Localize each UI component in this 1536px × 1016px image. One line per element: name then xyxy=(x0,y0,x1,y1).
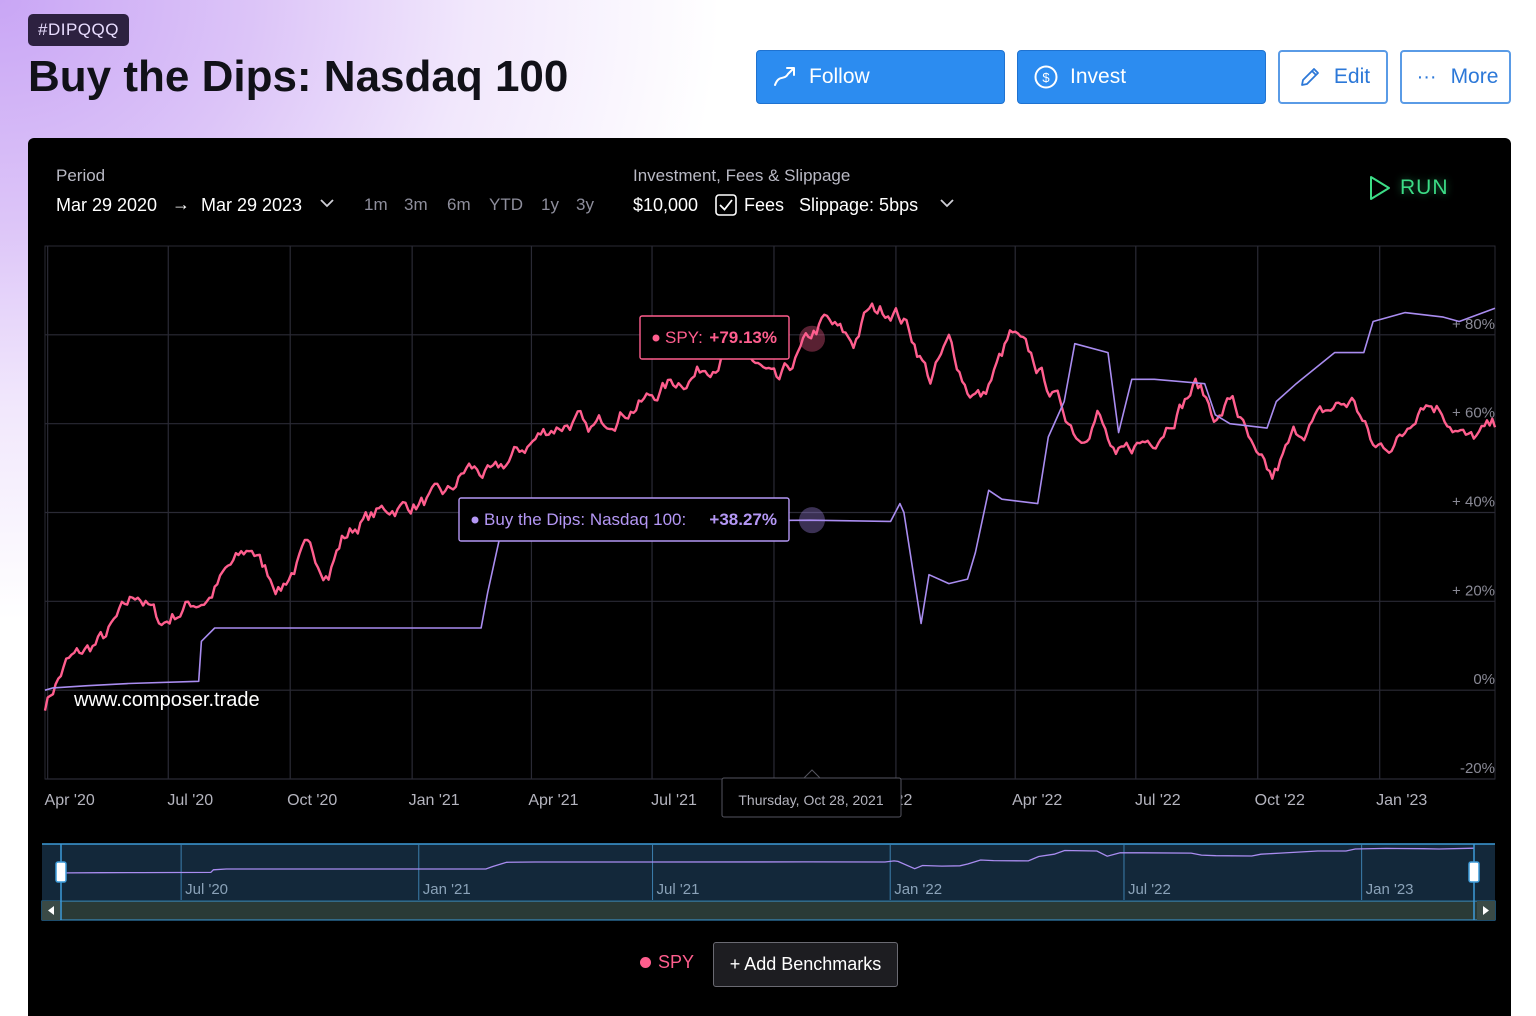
symbol-tag: #DIPQQQ xyxy=(28,14,129,46)
play-icon xyxy=(1368,174,1392,202)
invest-button[interactable]: $ Invest xyxy=(1017,50,1266,104)
edit-label: Edit xyxy=(1333,65,1371,88)
follow-button[interactable]: Follow xyxy=(756,50,1005,104)
range-ytd[interactable]: YTD xyxy=(489,195,523,214)
end-date-picker[interactable]: Mar 29 2023 xyxy=(201,195,303,215)
spy-dot-icon xyxy=(640,957,651,968)
range-6m[interactable]: 6m xyxy=(447,195,471,214)
period-chevron-down-icon[interactable] xyxy=(319,193,335,218)
slippage-select[interactable]: Slippage: 5bps xyxy=(799,195,919,215)
backtest-panel xyxy=(28,138,1511,1016)
range-1m[interactable]: 1m xyxy=(364,195,388,214)
range-3m[interactable]: 3m xyxy=(404,195,428,214)
range-3y[interactable]: 3y xyxy=(576,195,594,214)
follow-label: Follow xyxy=(809,65,870,88)
more-button[interactable]: ··· More xyxy=(1400,50,1511,104)
start-date-picker[interactable]: Mar 29 2020 xyxy=(56,195,158,215)
fees-checkbox[interactable] xyxy=(715,194,737,221)
edit-button[interactable]: Edit xyxy=(1278,50,1388,104)
investment-amount[interactable]: $10,000 xyxy=(633,195,699,215)
legend-spy[interactable]: SPY xyxy=(640,952,694,973)
slippage-chevron-down-icon[interactable] xyxy=(939,193,955,218)
ellipsis-icon: ··· xyxy=(1416,65,1437,88)
fees-label: Fees xyxy=(744,195,785,215)
svg-text:$: $ xyxy=(1042,70,1050,85)
invest-label: Invest xyxy=(1070,65,1127,88)
arrow-right-icon: → xyxy=(172,194,190,214)
follow-arrow-icon xyxy=(771,63,799,91)
more-label: More xyxy=(1450,65,1499,88)
period-label: Period xyxy=(56,166,106,185)
page-title: Buy the Dips: Nasdaq 100 xyxy=(28,52,569,101)
range-1y[interactable]: 1y xyxy=(541,195,559,214)
legend-spy-label: SPY xyxy=(658,952,695,972)
dollar-coin-icon: $ xyxy=(1032,63,1060,91)
run-button[interactable]: RUN xyxy=(1368,174,1449,202)
add-benchmarks-button[interactable]: + Add Benchmarks xyxy=(713,942,898,987)
investment-fees-label: Investment, Fees & Slippage xyxy=(633,166,851,185)
run-label: RUN xyxy=(1400,176,1449,199)
pencil-icon xyxy=(1296,63,1324,91)
